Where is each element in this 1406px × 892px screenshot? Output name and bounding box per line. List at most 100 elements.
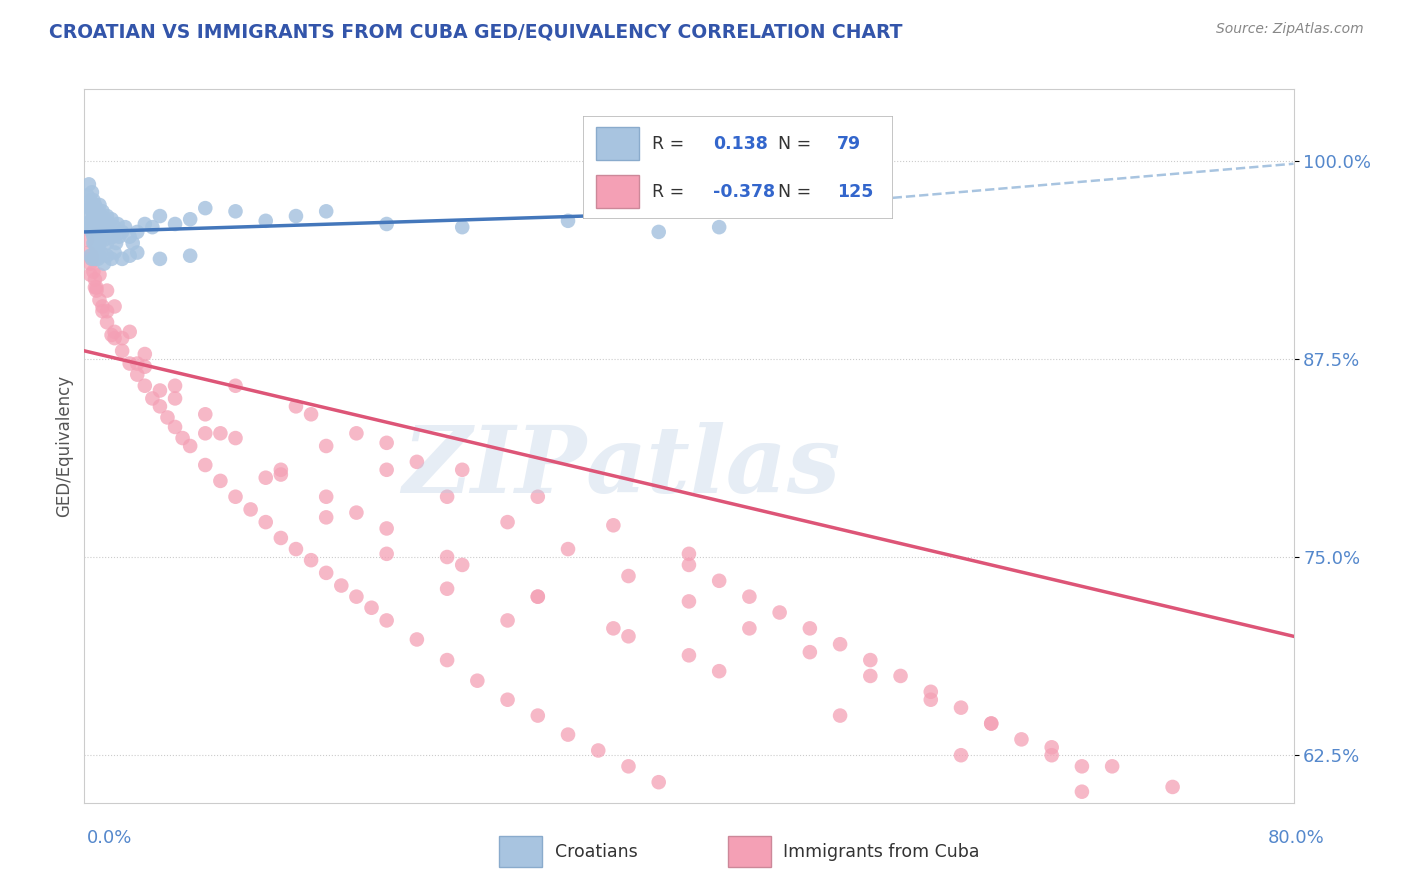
Point (163, 420, 186, 434)
Point (194, 458, 217, 472)
Point (172, 431, 194, 445)
Point (79, 268, 101, 282)
Point (617, 759, 640, 773)
Point (86, 217, 108, 231)
Point (360, 600, 382, 615)
Point (526, 590, 548, 604)
Point (436, 490, 458, 504)
Point (179, 212, 201, 227)
Point (84, 280, 107, 294)
Point (80, 252, 103, 266)
Point (375, 547, 398, 561)
Point (100, 328, 122, 343)
Point (557, 542, 579, 557)
Point (84, 235, 107, 250)
Point (134, 378, 156, 392)
Point (284, 542, 308, 557)
Text: -0.378: -0.378 (713, 183, 776, 201)
Point (80, 186, 103, 200)
Point (254, 471, 277, 485)
Point (77, 201, 100, 215)
Bar (499, 837, 543, 867)
Point (299, 407, 322, 421)
Point (93, 257, 115, 271)
Point (107, 217, 129, 231)
Point (799, 621, 821, 635)
Point (86, 280, 108, 294)
Point (209, 474, 232, 488)
Point (225, 204, 247, 219)
Point (82, 193, 104, 207)
Point (90, 209, 112, 223)
Point (86, 241, 108, 255)
Text: atlas: atlas (586, 423, 841, 512)
Point (194, 426, 217, 441)
Point (709, 664, 731, 678)
Point (284, 209, 308, 223)
Point (89, 249, 111, 263)
Point (93, 233, 115, 247)
Point (127, 357, 149, 371)
Point (375, 614, 398, 628)
Point (678, 648, 700, 663)
Point (87, 204, 110, 219)
Point (859, 669, 882, 683)
Point (709, 574, 731, 588)
Y-axis label: GED/Equivalency: GED/Equivalency (55, 375, 73, 517)
Bar (596, 176, 640, 208)
Text: CROATIAN VS IMMIGRANTS FROM CUBA GED/EQUIVALENCY CORRELATION CHART: CROATIAN VS IMMIGRANTS FROM CUBA GED/EQU… (49, 22, 903, 41)
Point (451, 220, 474, 235)
Point (82, 235, 104, 250)
Point (678, 594, 700, 608)
Point (406, 455, 429, 469)
Point (90, 229, 112, 244)
Text: 80.0%: 80.0% (1268, 829, 1324, 847)
Point (111, 331, 134, 345)
Point (100, 252, 122, 266)
Point (89, 235, 111, 250)
Point (709, 220, 731, 235)
Point (89, 293, 111, 307)
Point (375, 463, 398, 477)
Point (97, 217, 120, 231)
Point (104, 300, 127, 314)
Point (118, 229, 141, 244)
Point (315, 439, 337, 453)
Point (436, 549, 458, 564)
Point (254, 515, 277, 529)
Point (104, 220, 127, 235)
Point (93, 212, 115, 227)
Point (86, 201, 108, 215)
Point (859, 653, 882, 667)
Point (225, 431, 247, 445)
Point (90, 245, 112, 260)
Point (80, 225, 103, 239)
Point (118, 325, 141, 339)
Text: 125: 125 (837, 183, 873, 201)
Point (617, 569, 640, 583)
Point (1101, 759, 1123, 773)
Point (77, 220, 100, 235)
Point (82, 264, 104, 278)
Point (82, 209, 104, 223)
Point (890, 669, 912, 683)
Point (134, 217, 156, 231)
Point (436, 582, 458, 596)
Point (647, 225, 671, 239)
Point (602, 518, 624, 533)
Point (91, 204, 114, 219)
Point (436, 653, 458, 667)
Point (96, 249, 118, 263)
Point (980, 716, 1002, 731)
Point (104, 331, 127, 345)
Point (108, 229, 131, 244)
Point (86, 284, 108, 298)
Point (270, 463, 292, 477)
Point (299, 553, 322, 567)
Point (1040, 748, 1063, 763)
Point (1010, 732, 1032, 747)
Point (284, 400, 308, 414)
Point (557, 214, 579, 228)
Text: 0.138: 0.138 (713, 135, 768, 153)
Point (149, 209, 172, 223)
